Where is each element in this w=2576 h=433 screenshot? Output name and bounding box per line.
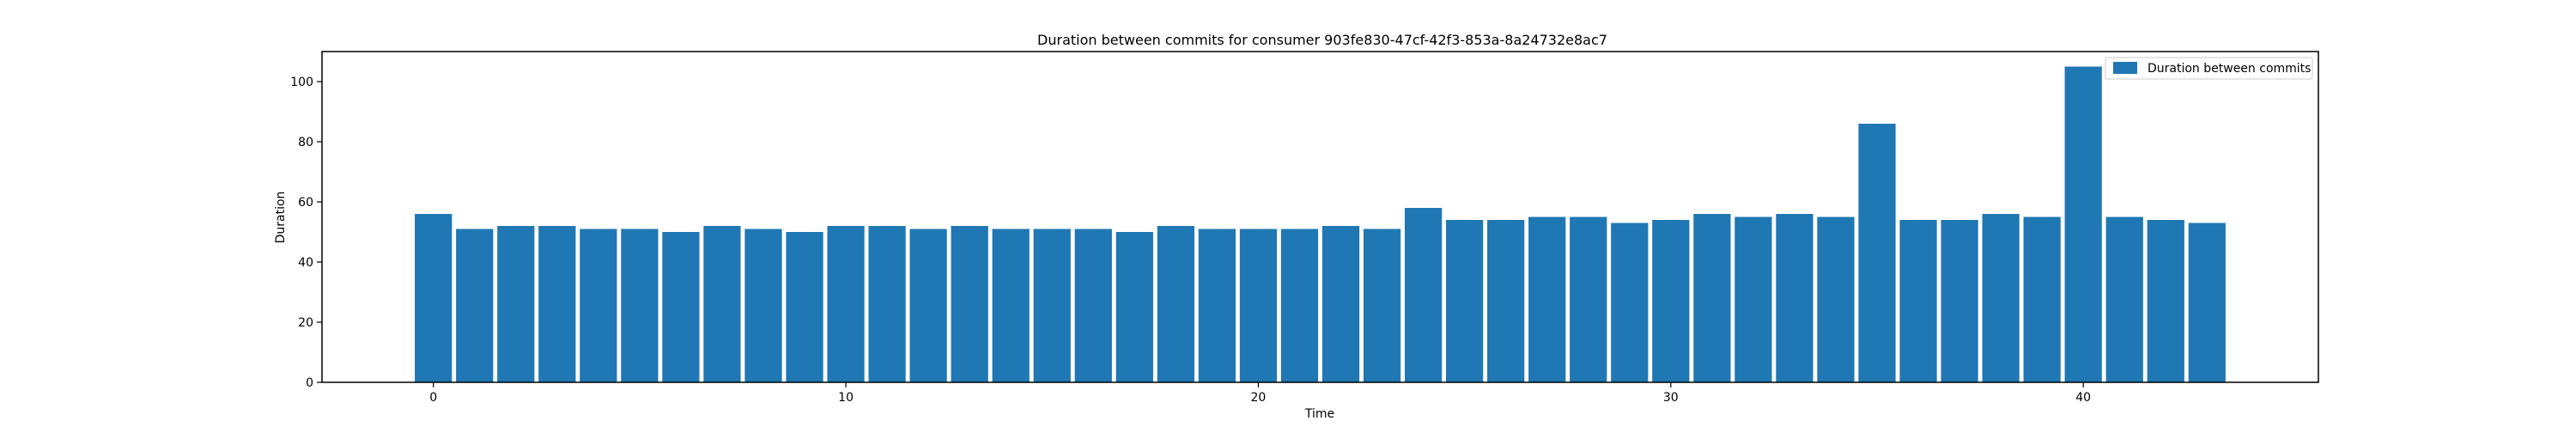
legend-swatch [2113,62,2137,74]
bar [1115,232,1153,382]
bar [868,226,906,382]
bar [1198,229,1236,382]
bar [1693,214,1731,382]
y-tick-label: 80 [298,136,313,149]
y-tick-label: 100 [290,76,313,89]
bar [497,226,535,382]
bar [951,226,988,382]
bar [992,229,1030,382]
bar [1074,229,1112,382]
bar [1570,216,1607,382]
bar [1321,226,1360,382]
bar [909,229,947,382]
bar [662,232,700,382]
bar [1528,216,1566,382]
legend: Duration between commits [2105,57,2313,80]
bar [456,229,494,382]
bar [2105,216,2143,382]
bar [703,226,741,382]
bar [2147,220,2184,382]
bar [1280,229,1319,382]
bar [1487,220,1525,382]
bar [415,214,453,382]
plot-frame [321,51,2319,383]
y-tick-label: 0 [306,376,313,390]
bar [1652,220,1690,382]
bar [1404,208,1443,382]
bar [2064,66,2102,382]
y-tick-label: 40 [298,256,313,270]
bar [1446,220,1484,382]
axes: 0 10 20 30 40 0 20 40 60 80 100 [290,76,2091,405]
y-tick-label: 60 [298,196,313,210]
bar [1941,220,1978,382]
bar [1899,220,1937,382]
bar [1239,229,1278,382]
bar [1363,229,1401,382]
bar [1858,124,1896,382]
bar [1776,214,1814,382]
legend-label: Duration between commits [2148,62,2311,76]
bar [744,229,782,382]
plot-area [415,66,2226,382]
bar [1033,229,1071,382]
bar [621,229,659,382]
x-tick-label: 40 [2075,391,2091,405]
x-tick-label: 30 [1663,391,1679,405]
x-axis-label: Time [1304,407,1334,421]
bar [2023,216,2061,382]
legend-box [2105,57,2313,80]
x-tick-label: 10 [838,391,854,405]
bar [1611,223,1649,382]
bar [1982,214,2020,382]
bar [538,226,576,382]
y-axis-label: Duration [274,192,288,244]
bar [1735,216,1772,382]
y-tick-label: 20 [298,316,313,330]
chart-title: Duration between commits for consumer 90… [1037,32,1607,48]
bar [786,232,823,382]
bar [1157,226,1194,382]
bar [1817,216,1855,382]
bar [580,229,617,382]
bar [827,226,865,382]
x-tick-label: 0 [429,391,437,405]
bar [2188,223,2226,382]
x-tick-label: 20 [1251,391,1267,405]
